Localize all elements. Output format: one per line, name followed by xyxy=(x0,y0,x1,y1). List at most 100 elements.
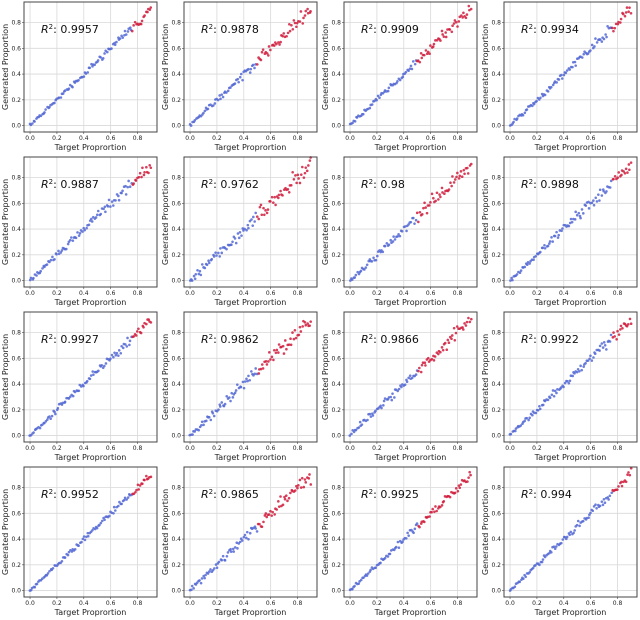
data-point-highlighted xyxy=(267,360,270,363)
data-point xyxy=(383,244,387,248)
data-point xyxy=(593,352,597,356)
data-point xyxy=(394,545,398,549)
data-point-highlighted xyxy=(287,496,291,500)
data-point xyxy=(382,404,385,407)
data-point-highlighted xyxy=(303,321,307,324)
data-point xyxy=(209,418,213,422)
data-point-highlighted xyxy=(305,169,309,173)
data-point-highlighted xyxy=(285,347,288,351)
data-point-highlighted xyxy=(424,364,427,367)
r2-symbol: R xyxy=(201,23,209,36)
data-point xyxy=(389,395,393,399)
data-point xyxy=(118,37,122,40)
data-point xyxy=(85,379,89,383)
data-point xyxy=(217,560,221,564)
data-point xyxy=(396,80,399,83)
data-point-highlighted xyxy=(267,45,271,48)
data-point xyxy=(592,199,595,202)
data-point xyxy=(405,380,409,384)
data-point xyxy=(600,342,604,345)
data-point xyxy=(365,263,369,267)
data-point-highlighted xyxy=(148,8,152,11)
data-point xyxy=(114,353,118,357)
data-point xyxy=(539,96,542,100)
data-point-highlighted xyxy=(299,486,303,489)
y-tick-label: 0.6 xyxy=(11,510,21,517)
data-point-highlighted xyxy=(616,22,620,26)
data-point-highlighted xyxy=(285,34,288,38)
data-point xyxy=(582,52,586,56)
data-point xyxy=(65,247,68,251)
data-point xyxy=(251,63,255,67)
data-point xyxy=(351,587,354,591)
x-tick-label: 0.6 xyxy=(266,135,276,142)
data-point xyxy=(76,231,79,234)
data-point-highlighted xyxy=(420,363,424,367)
data-point xyxy=(602,497,606,501)
data-point-highlighted xyxy=(272,201,275,204)
data-point xyxy=(357,582,361,585)
data-point xyxy=(77,389,81,393)
data-point xyxy=(236,547,239,550)
data-point-highlighted xyxy=(281,34,284,38)
data-point-highlighted xyxy=(302,485,306,489)
y-tick-label: 0.0 xyxy=(11,123,21,130)
data-point-highlighted xyxy=(455,325,459,328)
data-point-highlighted xyxy=(134,179,138,182)
r2-symbol: R xyxy=(521,178,529,191)
data-point xyxy=(607,498,610,501)
x-axis-label: Target Proprortion xyxy=(534,608,607,617)
data-point xyxy=(606,24,609,28)
data-point-highlighted xyxy=(439,505,442,509)
data-point-highlighted xyxy=(629,466,633,470)
x-axis-label: Target Proprortion xyxy=(214,143,287,152)
data-point xyxy=(222,404,226,408)
data-point xyxy=(587,207,591,210)
y-axis-label: Generated Proportion xyxy=(481,334,490,420)
data-point xyxy=(86,534,90,538)
scatter-panel: 0.0 0.0 0.2 0.2 0.4 0.4 0.6 0.6 0.8 0.8 R2: 0.9925… xyxy=(321,466,478,617)
data-point xyxy=(108,514,111,518)
data-point-highlighted xyxy=(301,22,305,25)
data-point xyxy=(594,503,597,507)
data-point-highlighted xyxy=(277,196,280,200)
data-point xyxy=(413,62,417,66)
y-tick-label: 0.4 xyxy=(11,71,21,78)
y-tick-label: 0.8 xyxy=(491,20,501,27)
data-point-highlighted xyxy=(455,175,458,179)
data-point-highlighted xyxy=(629,322,633,326)
data-point xyxy=(410,376,414,380)
data-point xyxy=(197,272,201,276)
data-point-highlighted xyxy=(418,60,422,64)
data-point xyxy=(364,266,368,269)
data-point xyxy=(214,251,217,254)
data-point-highlighted xyxy=(277,343,281,346)
data-point-highlighted xyxy=(270,514,274,517)
r2-separator: : xyxy=(373,333,380,346)
r2-value: 0.9925 xyxy=(380,488,419,501)
x-tick-label: 0.4 xyxy=(239,290,249,297)
x-tick-label: 0.8 xyxy=(613,135,623,142)
data-point xyxy=(77,544,80,547)
x-tick-label: 0.0 xyxy=(505,290,515,297)
y-axis-label: Generated Proportion xyxy=(481,489,490,575)
data-point xyxy=(118,500,121,504)
data-point xyxy=(225,554,229,558)
data-point-highlighted xyxy=(442,35,446,38)
y-tick-label: 0.6 xyxy=(171,45,181,52)
x-tick-label: 0.0 xyxy=(345,445,355,452)
data-point xyxy=(110,353,114,357)
x-tick-label: 0.8 xyxy=(293,135,303,142)
x-tick-label: 0.8 xyxy=(453,290,463,297)
data-point-highlighted xyxy=(454,487,458,490)
data-point-highlighted xyxy=(264,360,268,363)
data-point-highlighted xyxy=(450,334,454,337)
data-point xyxy=(215,254,218,257)
data-point xyxy=(89,374,93,377)
data-point-highlighted xyxy=(447,341,451,345)
data-point-highlighted xyxy=(617,171,621,174)
data-point xyxy=(405,537,408,540)
data-point xyxy=(401,540,404,544)
y-tick-label: 0.6 xyxy=(491,355,501,362)
data-point xyxy=(190,584,194,588)
